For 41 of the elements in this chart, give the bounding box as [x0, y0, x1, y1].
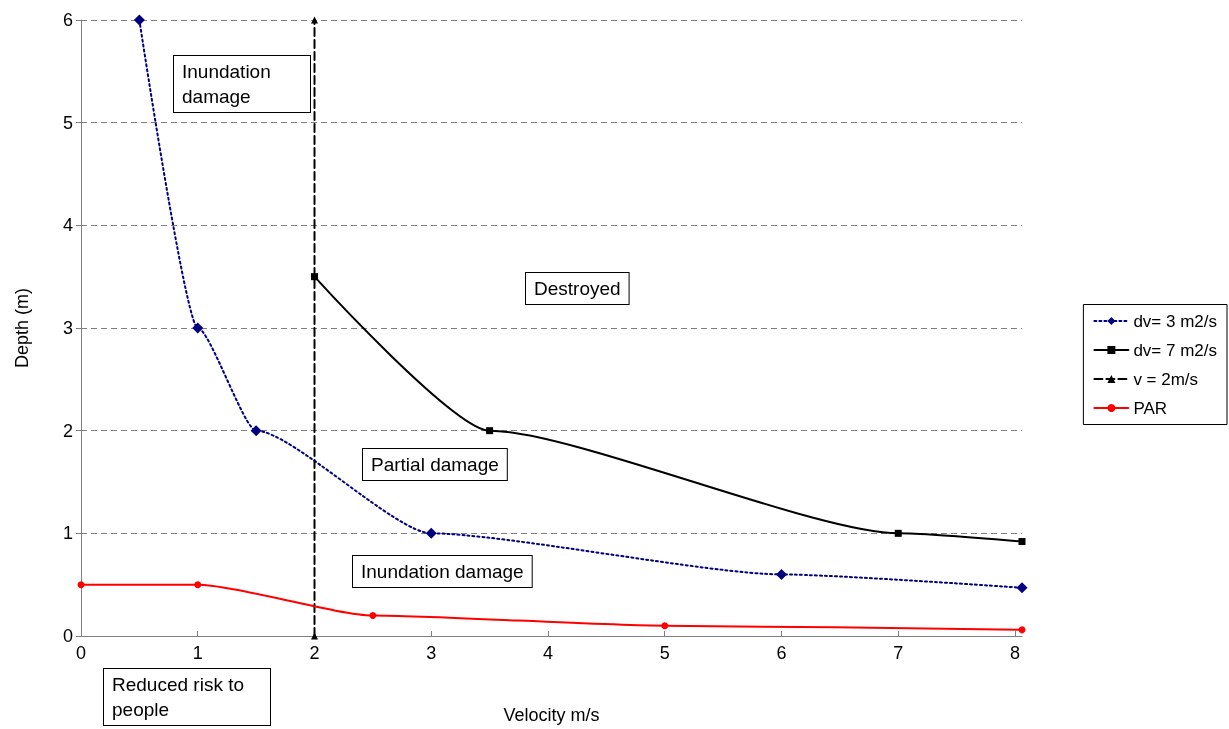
- x-tick-label: 5: [659, 643, 670, 663]
- point: [192, 322, 204, 334]
- point: [1018, 538, 1026, 546]
- point: [194, 581, 202, 589]
- x-tick-label: 6: [776, 643, 787, 663]
- legend-label: v = 2m/s: [1133, 369, 1199, 389]
- annotation: Destroyed: [534, 278, 621, 299]
- text: Reduced risk to people: [112, 674, 250, 720]
- x-tick-label: 8: [1009, 643, 1020, 663]
- x-tick-label: 0: [75, 643, 87, 663]
- y-tick-label: 4: [62, 215, 73, 236]
- x-tick-label: 7: [893, 643, 904, 663]
- point: [776, 568, 787, 580]
- legend-label: dv= 3 m2/s: [1133, 311, 1217, 331]
- point: [661, 622, 669, 630]
- point: [486, 427, 494, 435]
- y-axis-title: Depth (m): [12, 287, 32, 369]
- annotation: Partial damage: [371, 454, 499, 475]
- y-tick-label: 3: [62, 318, 73, 338]
- point: [369, 611, 377, 619]
- y-tick-label: 6: [62, 10, 73, 30]
- x-tick-label: 1: [192, 643, 203, 663]
- annotation: Inundation damage: [361, 561, 524, 582]
- y-tick-label: 5: [62, 112, 73, 133]
- legend-label: PAR: [1133, 398, 1168, 418]
- y-tick-label: 1: [62, 523, 73, 544]
- x-tick-label: 2: [309, 643, 320, 663]
- point: [425, 527, 437, 539]
- point: [133, 14, 145, 26]
- point: [1016, 582, 1028, 594]
- point: [77, 581, 85, 589]
- x-tick-label: 3: [426, 643, 437, 663]
- annotation: Inundation damage: [182, 61, 277, 107]
- point: [311, 273, 318, 281]
- y-tick-label: 2: [62, 420, 73, 441]
- point: [250, 425, 262, 437]
- x-axis-title: Velocity m/s: [503, 705, 600, 725]
- x-tick-label: 4: [542, 643, 554, 663]
- y-tick-label: 0: [62, 626, 73, 646]
- point: [894, 529, 902, 537]
- legend-label: dv= 7 m2/s: [1133, 340, 1217, 360]
